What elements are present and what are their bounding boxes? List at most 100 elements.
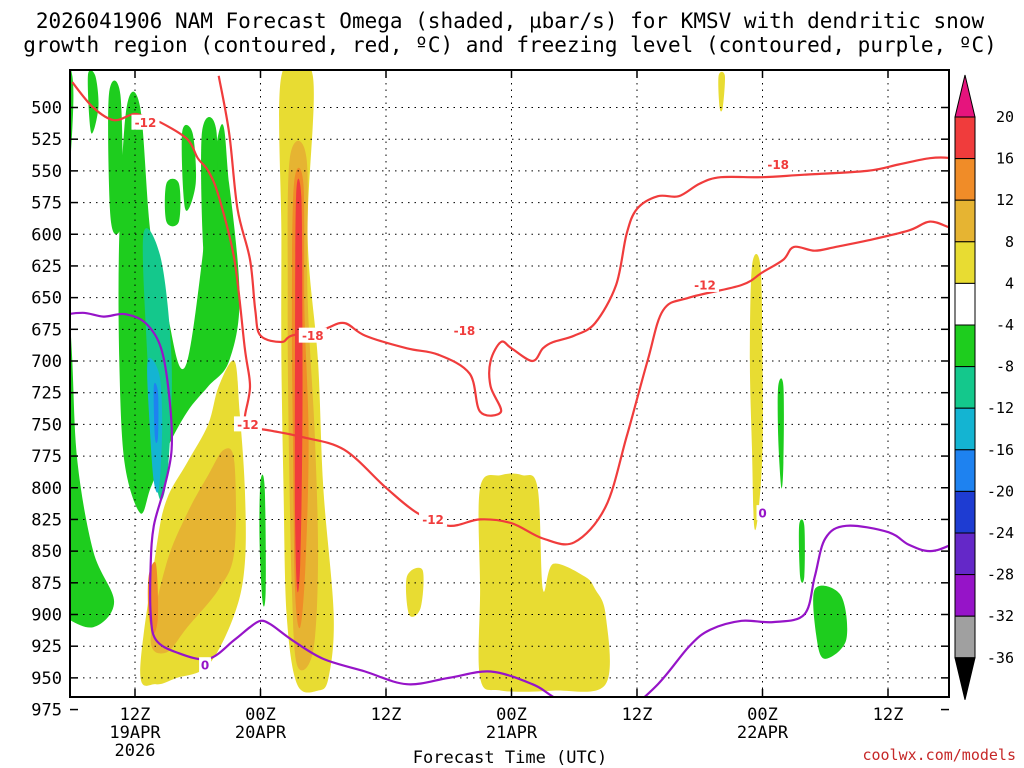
colorbar-label: 16	[996, 150, 1014, 168]
omega-region-26	[201, 116, 218, 276]
y-tick-label: 600	[31, 225, 62, 245]
contour-labels: -12 -12 -12 -12 -18 -18 -18 0 0	[131, 114, 793, 673]
contour-line-0-2	[70, 311, 556, 697]
omega-region-12	[70, 70, 115, 628]
x-tick-label: 19APR	[109, 723, 161, 743]
y-tick-label: 675	[31, 320, 62, 340]
colorbar-label: 20	[996, 108, 1014, 126]
contour-label: -12	[422, 513, 444, 527]
y-tick-label: 700	[31, 352, 62, 372]
contour-label-bg	[419, 511, 448, 527]
contour-label: -12	[135, 116, 157, 130]
y-tick-label: 650	[31, 289, 62, 309]
contour-label-bg	[764, 156, 793, 172]
chart-title-line1: 2026041906 NAM Forecast Omega (shaded, µ…	[36, 9, 985, 33]
omega-region-9	[405, 567, 424, 617]
x-axis-title: Forecast Time (UTC)	[413, 748, 607, 768]
omega-region-6	[150, 448, 237, 654]
y-tick-label: 850	[31, 542, 62, 562]
x-tick-label: 12Z	[873, 705, 904, 725]
colorbar-band	[954, 574, 976, 617]
y-tick-label: 725	[31, 384, 62, 404]
y-tick-label: 975	[31, 701, 62, 721]
colorbar-band	[954, 116, 976, 160]
colorbar-label: -16	[987, 441, 1014, 459]
x-tick-label: 12Z	[622, 705, 653, 725]
contour-label-bg	[298, 327, 327, 343]
colorbar-label: -36	[987, 649, 1014, 667]
omega-region-22	[813, 585, 848, 659]
contour-label: 0	[201, 659, 209, 673]
omega-region-27	[164, 178, 181, 227]
colorbar-band	[954, 532, 976, 576]
colorbar-band	[954, 490, 976, 534]
omega-region-4	[294, 178, 303, 593]
y-tick-label: 575	[31, 194, 62, 214]
contour-label: -12	[237, 418, 259, 432]
omega-region-20	[777, 378, 784, 489]
contour-label: -18	[767, 158, 789, 172]
y-tick-label: 900	[31, 606, 62, 626]
y-tick-label: 625	[31, 257, 62, 277]
terrain	[41, 698, 1014, 712]
colorbar-label: 12	[996, 191, 1014, 209]
colorbar: 20 16 12 8 4 -4 -8 -12 -16 -20 -24 -28 -32 -36	[954, 74, 1014, 700]
chart-title-line2: growth region (contoured, red, ºC) and f…	[23, 33, 997, 57]
contour-label-bg	[690, 276, 719, 292]
colorbar-label: -32	[987, 607, 1014, 625]
colorbar-bottom-arrow	[954, 657, 976, 700]
colorbar-band	[954, 407, 976, 451]
omega-region-21	[798, 519, 805, 583]
contour-label: -12	[694, 278, 716, 292]
omega-region-23	[87, 70, 99, 134]
x-tick-label: 00Z	[245, 705, 276, 725]
contours	[70, 75, 949, 697]
colorbar-label: -4	[996, 316, 1014, 334]
colorbar-band	[954, 366, 976, 409]
contour-label: 0	[758, 507, 766, 521]
y-tick-label: 950	[31, 669, 62, 689]
credit-text: coolwx.com/models	[862, 746, 1016, 764]
colorbar-label: -20	[987, 482, 1014, 500]
x-tick-label: 00Z	[747, 705, 778, 725]
contour-line-0-3	[642, 524, 949, 697]
y-tick-label: 875	[31, 574, 62, 594]
contour-label-bg	[233, 416, 262, 432]
colorbar-top-arrow	[954, 74, 976, 118]
omega-shading	[70, 70, 848, 693]
plot-frame	[69, 69, 950, 698]
contour-label-bg	[450, 322, 479, 338]
y-tick-label: 825	[31, 510, 62, 530]
colorbar-band	[954, 199, 976, 243]
x-tick-label: 22APR	[737, 723, 789, 743]
colorbar-band	[954, 282, 976, 326]
colorbar-label: 4	[1005, 274, 1014, 292]
colorbar-band	[954, 324, 976, 368]
omega-region-11	[718, 71, 726, 112]
contour-line--12-0	[71, 81, 949, 546]
omega-region-10	[749, 254, 763, 531]
omega-region-24	[108, 80, 123, 235]
colorbar-label: -24	[987, 524, 1014, 542]
omega-region-19	[259, 474, 266, 607]
x-tick-label: 12Z	[371, 705, 402, 725]
y-tick-label: 550	[31, 162, 62, 182]
terrain-fill	[41, 698, 1014, 712]
x-tick-label: 21APR	[486, 723, 538, 743]
x-tick-label: 2026	[115, 741, 156, 761]
grid	[70, 70, 949, 697]
colorbar-label: 8	[1005, 233, 1014, 251]
x-tick-label: 00Z	[496, 705, 527, 725]
colorbar-label: -8	[996, 358, 1014, 376]
y-tick-label: 775	[31, 447, 62, 467]
colorbar-band	[954, 241, 976, 284]
omega-region-8	[478, 473, 610, 692]
y-tick-label: 750	[31, 415, 62, 435]
contour-label: -18	[302, 329, 324, 343]
contour-label: -18	[454, 324, 476, 338]
contour-label-bg	[756, 505, 769, 521]
x-tick-label: 20APR	[235, 723, 287, 743]
colorbar-band	[954, 449, 976, 492]
